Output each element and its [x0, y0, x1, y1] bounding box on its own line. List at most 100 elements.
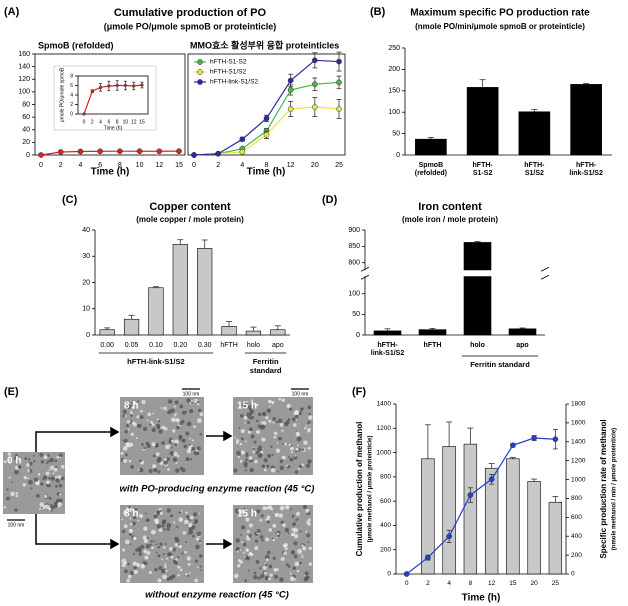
particle: [125, 507, 129, 511]
particle: [15, 494, 19, 498]
particle: [287, 465, 291, 469]
particle: [158, 566, 163, 571]
particle: [188, 408, 194, 414]
particle: [185, 431, 190, 436]
particle: [40, 482, 44, 486]
particle: [162, 546, 166, 549]
y2-tick-label: 1600: [571, 420, 586, 427]
particle: [246, 536, 251, 541]
particle: [273, 431, 278, 436]
particle: [23, 476, 27, 480]
particle: [248, 405, 253, 410]
particle: [253, 574, 258, 580]
particle: [150, 543, 153, 546]
bar: [172, 244, 188, 336]
particle: [143, 549, 148, 554]
particle: [308, 415, 313, 420]
particle: [55, 500, 59, 504]
particle: [10, 491, 15, 497]
y-tick-label: 0: [86, 332, 90, 339]
legend-marker: [197, 69, 203, 75]
particle: [200, 568, 202, 571]
title: Maximum specific PO production rate: [410, 8, 590, 19]
particle: [178, 434, 182, 439]
particle: [256, 419, 259, 423]
particle: [57, 502, 62, 507]
particle: [233, 468, 238, 473]
particle: [163, 460, 169, 465]
particle: [279, 577, 284, 582]
particle: [261, 424, 266, 430]
particle: [15, 491, 18, 495]
arrow-head: [110, 426, 120, 438]
particle: [159, 542, 163, 546]
marker: [176, 148, 182, 154]
particle: [294, 561, 300, 567]
particle: [234, 436, 236, 439]
y2label: Specific production rate of methanol: [599, 419, 608, 558]
particle: [50, 476, 55, 481]
y-tick-label: 80: [22, 101, 30, 108]
particle: [171, 417, 176, 423]
particle: [161, 441, 165, 445]
marker: [446, 533, 452, 540]
x-tick-label: 10: [136, 162, 144, 169]
y-tick-label: 30: [82, 253, 90, 260]
particle: [186, 421, 192, 427]
particle: [301, 555, 304, 558]
particle: [133, 569, 138, 575]
particle: [244, 469, 247, 472]
particle: [161, 568, 166, 574]
particle: [295, 431, 300, 437]
particle: [173, 405, 176, 408]
particle: [144, 555, 149, 560]
particle: [279, 465, 284, 471]
particle: [49, 465, 55, 471]
particle: [132, 553, 135, 556]
particle: [125, 453, 128, 457]
particle: [238, 427, 241, 429]
particle: [253, 440, 257, 444]
axis-break: [359, 270, 547, 277]
particle: [122, 439, 124, 442]
particle: [173, 521, 176, 524]
particle: [277, 470, 280, 473]
particle: [153, 514, 158, 519]
particle: [277, 418, 283, 424]
particle: [243, 416, 248, 420]
particle: [301, 544, 304, 547]
particle: [293, 554, 298, 559]
particle: [140, 544, 145, 549]
marker: [117, 148, 123, 155]
particle: [168, 552, 172, 556]
particle: [146, 443, 151, 449]
particle: [258, 445, 262, 449]
particle: [256, 430, 260, 434]
particle: [284, 442, 287, 446]
particle: [292, 566, 296, 570]
particle: [177, 556, 180, 559]
particle: [154, 520, 159, 525]
particle: [162, 574, 167, 580]
bar: [415, 138, 447, 156]
particle: [297, 444, 299, 447]
particle: [124, 430, 128, 434]
x-tick-label: hFTH-S1/S2: [524, 162, 545, 177]
y2-tick-label: 1000: [571, 476, 586, 483]
legend-label: hFTH-link-S1/S2: [210, 79, 258, 86]
particle: [166, 527, 170, 531]
arrow-head: [223, 430, 233, 442]
particle: [245, 517, 250, 522]
particle: [294, 534, 299, 539]
particle: [192, 534, 195, 538]
particle: [266, 550, 271, 555]
particle: [282, 523, 286, 528]
bar: [421, 458, 435, 575]
marker: [403, 571, 410, 577]
particle: [48, 469, 50, 471]
x-tick-label: 8: [265, 162, 269, 169]
particle: [47, 454, 50, 457]
particle: [235, 439, 240, 443]
particle: [242, 542, 247, 547]
y-tick-label: 4: [70, 92, 73, 98]
